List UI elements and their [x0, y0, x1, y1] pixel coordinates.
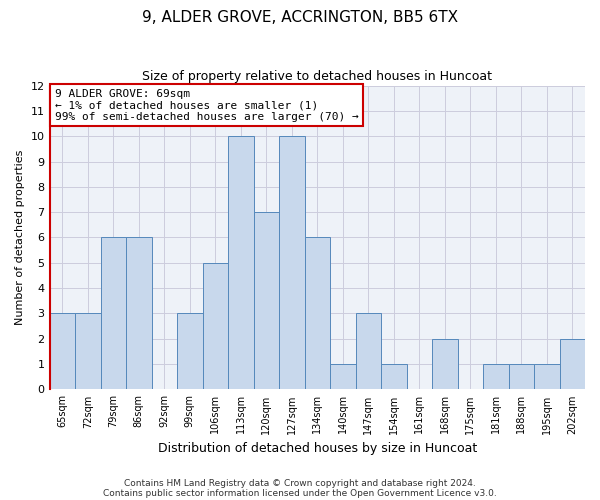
Bar [534, 364, 560, 390]
Bar [279, 136, 305, 390]
Bar [330, 364, 356, 390]
Text: Contains HM Land Registry data © Crown copyright and database right 2024.: Contains HM Land Registry data © Crown c… [124, 478, 476, 488]
Title: Size of property relative to detached houses in Huncoat: Size of property relative to detached ho… [142, 70, 492, 83]
Text: 9 ALDER GROVE: 69sqm
← 1% of detached houses are smaller (1)
99% of semi-detache: 9 ALDER GROVE: 69sqm ← 1% of detached ho… [55, 88, 359, 122]
Y-axis label: Number of detached properties: Number of detached properties [15, 150, 25, 325]
Bar [509, 364, 534, 390]
X-axis label: Distribution of detached houses by size in Huncoat: Distribution of detached houses by size … [158, 442, 477, 455]
Bar [126, 238, 152, 390]
Bar [356, 314, 381, 390]
Bar [177, 314, 203, 390]
Bar [203, 263, 228, 390]
Bar [50, 314, 75, 390]
Bar [305, 238, 330, 390]
Bar [432, 339, 458, 390]
Bar [560, 339, 585, 390]
Text: 9, ALDER GROVE, ACCRINGTON, BB5 6TX: 9, ALDER GROVE, ACCRINGTON, BB5 6TX [142, 10, 458, 25]
Bar [381, 364, 407, 390]
Bar [75, 314, 101, 390]
Bar [483, 364, 509, 390]
Bar [101, 238, 126, 390]
Bar [254, 212, 279, 390]
Text: Contains public sector information licensed under the Open Government Licence v3: Contains public sector information licen… [103, 488, 497, 498]
Bar [228, 136, 254, 390]
